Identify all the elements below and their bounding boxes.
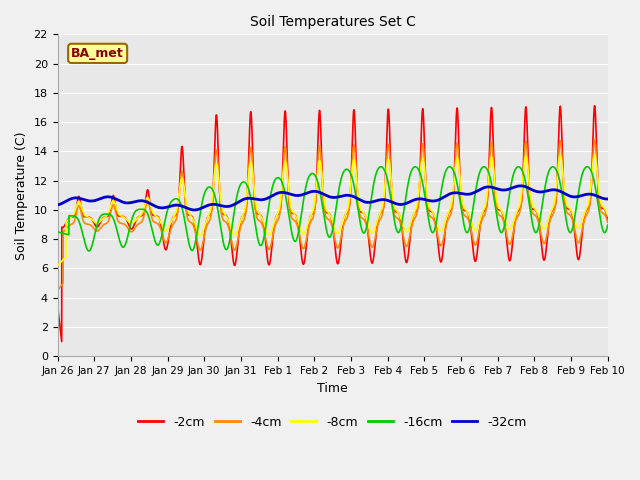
-2cm [353, 182, 361, 188]
-8cm [168, 218, 175, 224]
-4cm [511, 223, 518, 229]
-8cm [54, 263, 61, 268]
-16cm [168, 198, 175, 204]
Text: BA_met: BA_met [71, 47, 124, 60]
-32cm [604, 196, 612, 202]
-32cm [353, 195, 361, 201]
Title: Soil Temperatures Set C: Soil Temperatures Set C [250, 15, 415, 29]
-8cm [353, 180, 361, 185]
-8cm [511, 216, 518, 222]
-16cm [511, 168, 518, 174]
-4cm [484, 195, 492, 201]
-4cm [353, 181, 361, 187]
-8cm [525, 174, 532, 180]
-16cm [383, 173, 390, 179]
-16cm [85, 248, 93, 254]
-8cm [383, 167, 390, 173]
-4cm [591, 137, 598, 143]
-8cm [484, 188, 492, 194]
-4cm [168, 224, 175, 230]
-2cm [484, 195, 492, 201]
-2cm [604, 218, 612, 224]
Line: -2cm: -2cm [58, 106, 608, 342]
Legend: -2cm, -4cm, -8cm, -16cm, -32cm: -2cm, -4cm, -8cm, -16cm, -32cm [133, 411, 532, 434]
Line: -16cm: -16cm [58, 167, 608, 251]
Line: -4cm: -4cm [58, 140, 608, 290]
-2cm [54, 302, 61, 308]
-16cm [353, 200, 361, 206]
-16cm [484, 167, 492, 173]
-4cm [383, 161, 390, 167]
-4cm [525, 174, 532, 180]
-32cm [383, 197, 390, 203]
-16cm [604, 222, 612, 228]
-32cm [516, 183, 524, 189]
-32cm [511, 184, 518, 190]
Line: -8cm: -8cm [58, 155, 608, 265]
-8cm [604, 213, 612, 218]
-4cm [604, 219, 612, 225]
-2cm [511, 222, 518, 228]
-8cm [591, 152, 598, 157]
-16cm [54, 229, 61, 235]
-16cm [583, 164, 591, 169]
-2cm [383, 143, 390, 149]
-32cm [54, 202, 61, 208]
-32cm [525, 185, 532, 191]
-2cm [58, 339, 65, 345]
Y-axis label: Soil Temperature (C): Soil Temperature (C) [15, 131, 28, 260]
-2cm [591, 103, 598, 108]
-32cm [191, 207, 198, 213]
-4cm [54, 288, 61, 293]
X-axis label: Time: Time [317, 382, 348, 395]
-2cm [525, 175, 532, 180]
-32cm [168, 203, 175, 209]
-32cm [484, 184, 492, 190]
-16cm [525, 198, 532, 204]
-2cm [168, 218, 175, 224]
Line: -32cm: -32cm [58, 186, 608, 210]
